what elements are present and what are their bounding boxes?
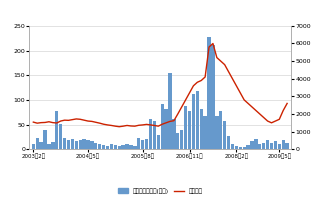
Bar xyxy=(278,144,281,149)
Bar xyxy=(207,37,211,149)
Bar xyxy=(219,111,222,149)
Bar xyxy=(196,91,199,149)
Bar xyxy=(153,121,156,149)
Bar xyxy=(211,45,215,149)
Bar xyxy=(254,139,258,149)
Bar xyxy=(145,139,148,149)
Bar xyxy=(235,146,238,149)
Bar xyxy=(215,116,218,149)
Legend: 月平均发行份额(亿份), 上证指数: 月平均发行份额(亿份), 上证指数 xyxy=(115,186,205,196)
Bar xyxy=(188,111,191,149)
Bar xyxy=(262,143,265,149)
Bar xyxy=(270,143,273,149)
Bar xyxy=(125,144,129,149)
Bar xyxy=(203,116,207,149)
Bar xyxy=(180,131,183,149)
Bar xyxy=(274,141,277,149)
Text: 图1：2003年以来权益类新基金发行份额月度均值: 图1：2003年以来权益类新基金发行份额月度均值 xyxy=(7,7,128,17)
Bar xyxy=(149,119,152,149)
Bar xyxy=(78,140,82,149)
Bar xyxy=(168,73,172,149)
Bar xyxy=(184,106,187,149)
Bar xyxy=(43,131,47,149)
Bar xyxy=(106,146,109,149)
Bar xyxy=(199,109,203,149)
Bar xyxy=(266,140,269,149)
Bar xyxy=(32,144,35,149)
Bar xyxy=(110,144,113,149)
Bar xyxy=(121,145,125,149)
Bar xyxy=(164,109,168,149)
Bar xyxy=(243,147,246,149)
Bar xyxy=(114,145,117,149)
Bar xyxy=(94,143,97,149)
Bar xyxy=(82,139,86,149)
Bar xyxy=(47,144,51,149)
Bar xyxy=(86,140,90,149)
Bar xyxy=(250,141,254,149)
Bar xyxy=(75,141,78,149)
Bar xyxy=(157,136,160,149)
Bar xyxy=(90,141,94,149)
Bar xyxy=(258,144,262,149)
Bar xyxy=(51,142,55,149)
Bar xyxy=(137,138,140,149)
Bar xyxy=(118,146,121,149)
Bar xyxy=(55,111,59,149)
Bar xyxy=(247,145,250,149)
Bar xyxy=(161,104,164,149)
Bar xyxy=(282,140,285,149)
Bar xyxy=(59,124,62,149)
Bar xyxy=(239,147,242,149)
Bar xyxy=(71,139,74,149)
Bar xyxy=(231,144,234,149)
Bar xyxy=(63,138,66,149)
Bar xyxy=(172,119,176,149)
Bar xyxy=(141,140,144,149)
Bar xyxy=(102,145,105,149)
Bar xyxy=(227,137,230,149)
Bar xyxy=(133,146,136,149)
Bar xyxy=(40,142,43,149)
Bar xyxy=(98,144,101,149)
Bar xyxy=(176,134,180,149)
Bar xyxy=(67,140,70,149)
Bar xyxy=(36,138,39,149)
Bar xyxy=(223,121,226,149)
Bar xyxy=(285,143,289,149)
Bar xyxy=(129,145,133,149)
Bar xyxy=(192,94,195,149)
